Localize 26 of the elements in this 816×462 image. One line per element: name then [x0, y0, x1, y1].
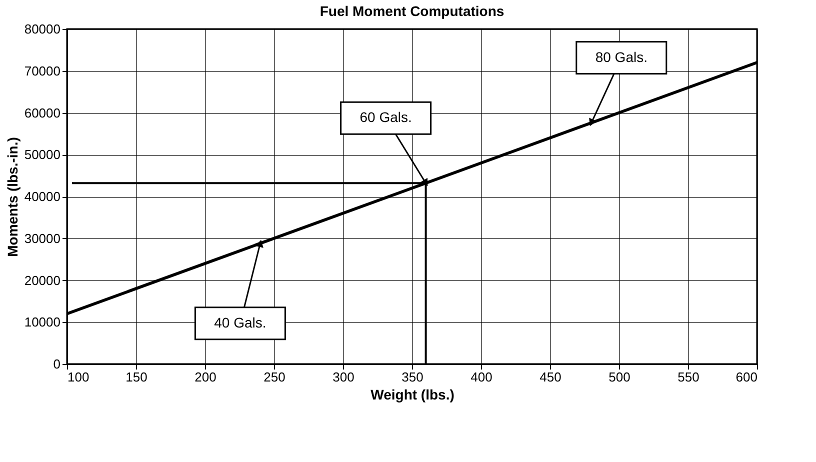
x-tick-label: 150: [126, 370, 148, 384]
y-tick-label: 70000: [24, 63, 60, 78]
y-tick-label: 20000: [24, 272, 60, 288]
x-tick-label: 500: [608, 370, 630, 384]
y-tick-label: 80000: [24, 22, 60, 36]
x-tick-label: 300: [332, 370, 354, 384]
y-tick-label: 50000: [24, 147, 60, 162]
y-tick-label: 30000: [24, 230, 60, 246]
x-tick-label: 100: [68, 370, 90, 384]
x-tick-label: 200: [194, 370, 216, 384]
y-tick-label: 10000: [24, 314, 60, 330]
y-tick-label: 60000: [24, 105, 60, 120]
x-tick-label: 400: [470, 370, 492, 384]
annotation: 80 Gals.: [595, 48, 648, 65]
x-tick-label: 600: [736, 370, 758, 384]
x-tick-label: 550: [678, 370, 700, 384]
y-tick-label: 40000: [24, 189, 60, 204]
annotation: 40 Gals.: [214, 314, 266, 330]
annotation: 60 Gals.: [360, 109, 412, 126]
x-axis-title: Weight (lbs.): [370, 386, 454, 402]
x-tick-label: 250: [264, 370, 286, 384]
y-axis-title: Moments (lbs.-in.): [4, 137, 20, 257]
x-tick-label: 450: [540, 370, 562, 384]
chart-title: Fuel Moment Computations: [320, 3, 504, 19]
y-tick-label: 0: [53, 356, 60, 372]
x-tick-label: 350: [402, 370, 424, 384]
